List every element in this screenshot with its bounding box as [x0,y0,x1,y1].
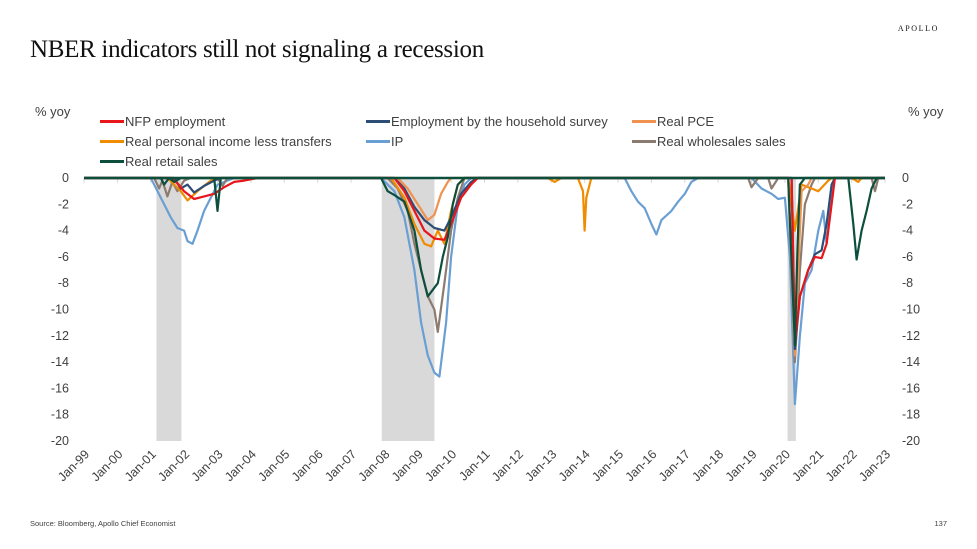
y-tick-label-left: -16 [51,381,69,395]
x-axis-ticks: Jan-99Jan-00Jan-01Jan-02Jan-03Jan-04Jan-… [55,447,893,484]
y-tick-label-right: -8 [902,276,913,290]
x-tick-label: Jan-15 [589,447,626,484]
y-tick-label-left: -20 [51,434,69,448]
x-tick-label: Jan-00 [89,447,126,484]
y-tick-label-left: -14 [51,355,69,369]
legend-swatch [632,120,656,123]
x-tick-label: Jan-20 [756,447,793,484]
y-tick-label-right: -10 [902,303,920,317]
series-employment-by-the-household-survey [84,176,885,351]
brand-logo: APOLLO [897,24,939,33]
x-tick-label: Jan-22 [823,447,860,484]
x-tick-label: Jan-03 [189,447,226,484]
y-tick-label-right: -6 [902,250,913,264]
source-note: Source: Bloomberg, Apollo Chief Economis… [30,519,176,528]
legend-item-ip: IP [366,134,403,149]
x-tick-label: Jan-17 [656,447,693,484]
series-real-pce [84,176,885,357]
series-real-wholesales-sales [84,176,885,364]
recession-band [156,178,182,441]
x-tick-label: Jan-05 [255,447,292,484]
y-tick-label-left: -4 [58,224,69,238]
y-tick-label-left: -10 [51,303,69,317]
y-tick-label-right: -16 [902,381,920,395]
x-tick-label: Jan-21 [789,447,826,484]
y-tick-label-right: -20 [902,434,920,448]
legend-item-nfp-employment: NFP employment [100,114,225,129]
series-nfp-employment [84,176,885,344]
legend-label: Employment by the household survey [391,114,608,129]
recession-bands [156,178,796,441]
x-tick-label: Jan-10 [422,447,459,484]
y-tick-label-right: 0 [902,171,909,185]
legend-label: Real personal income less transfers [125,134,332,149]
x-tick-label: Jan-16 [623,447,660,484]
legend-label: Real wholesales sales [657,134,786,149]
x-tick-label: Jan-14 [556,447,593,484]
x-tick-label: Jan-23 [856,447,893,484]
legend-swatch [366,120,390,123]
legend-item-real-wholesales-sales: Real wholesales sales [632,134,786,149]
x-tick-label: Jan-12 [489,447,526,484]
legend-swatch [100,160,124,163]
y-axis-right-label: % yoy [908,104,944,119]
page-number: 137 [934,519,947,528]
legend-label: IP [391,134,404,149]
legend-swatch [366,140,390,143]
legend-label: NFP employment [125,114,226,129]
y-axis-left-label: % yoy [35,104,71,119]
series-lines [84,176,885,406]
legend-swatch [100,120,124,123]
chart-title: NBER indicators still not signaling a re… [30,36,484,63]
x-tick-label: Jan-18 [689,447,726,484]
legend-item-real-personal-income: Real personal income less transfers [100,134,332,149]
x-tick-label: Jan-13 [522,447,559,484]
legend-item-real-retail-sales: Real retail sales [100,154,218,169]
x-tick-label: Jan-06 [289,447,326,484]
y-tick-label-right: -14 [902,355,920,369]
y-tick-label-right: -18 [902,408,920,422]
y-tick-label-left: 0 [62,171,69,185]
y-tick-label-right: -4 [902,224,913,238]
legend-label: Real PCE [657,114,715,129]
x-tick-label: Jan-19 [723,447,760,484]
x-tick-label: Jan-99 [55,447,92,484]
y-tick-label-left: -6 [58,250,69,264]
y-tick-label-right: -12 [902,329,920,343]
x-tick-label: Jan-01 [122,447,159,484]
x-tick-label: Jan-09 [389,447,426,484]
x-tick-label: Jan-11 [456,447,492,483]
series-ip [84,176,885,406]
y-tick-label-left: -8 [58,276,69,290]
y-tick-label-right: -2 [902,197,913,211]
y-tick-label-left: -18 [51,408,69,422]
legend-item-household-employment: Employment by the household survey [366,114,608,129]
y-axis-right-ticks: 0 -2 -4 -6 -8 -10 -12 -14 -16 -18 -20 [902,171,920,448]
y-tick-label-left: -12 [51,329,69,343]
legend-item-real-pce: Real PCE [632,114,714,129]
x-tick-label: Jan-02 [155,447,192,484]
y-axis-left-ticks: 0 -2 -4 -6 -8 -10 -12 -14 -16 -18 -20 [51,171,69,448]
y-tick-label-left: -2 [58,197,69,211]
series-real-retail-sales [84,176,885,347]
x-tick-label: Jan-08 [356,447,393,484]
legend-swatch [100,140,124,143]
legend-swatch [632,140,656,143]
x-tick-label: Jan-04 [222,447,259,484]
legend-label: Real retail sales [125,154,218,169]
x-tick-label: Jan-07 [322,447,359,484]
